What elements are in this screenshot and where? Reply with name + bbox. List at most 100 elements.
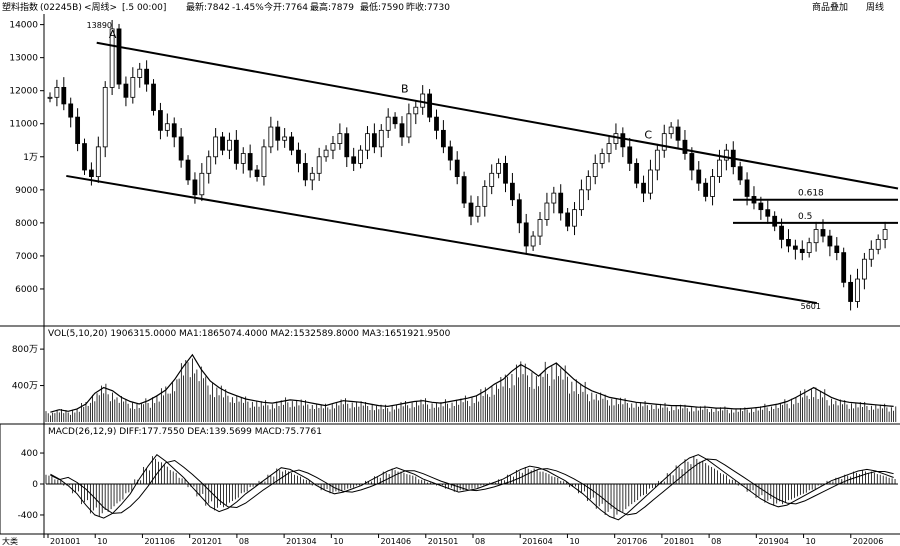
price-candle [206, 156, 212, 174]
price-candle [371, 133, 377, 148]
price-candle [95, 146, 101, 178]
price-candle [523, 222, 529, 247]
price-candle [289, 136, 294, 151]
price-candle [813, 229, 819, 244]
overlay-button[interactable]: 商品叠加 [812, 1, 848, 13]
price-candle [351, 156, 357, 164]
price-candle [572, 209, 577, 227]
price-candle [240, 153, 246, 164]
price-candle [579, 189, 584, 211]
price-candle [737, 166, 743, 181]
bottom-tick-label: 201406 [381, 537, 412, 546]
price-annotation: B [401, 82, 409, 95]
price-candle [634, 162, 640, 184]
price-candle [841, 252, 847, 283]
price-candle [137, 68, 143, 78]
price-candle [413, 106, 419, 115]
price-ytick-label: 1万 [23, 153, 38, 163]
price-candle [648, 169, 653, 194]
price-candle [834, 245, 840, 254]
price-candle [302, 162, 308, 181]
volume-title: VOL(5,10,20) 1906315.0000 MA1:1865074.40… [48, 329, 451, 339]
price-candle [116, 28, 122, 85]
price-candle [144, 68, 150, 85]
fib-level-label: 0.618 [798, 189, 824, 199]
macd-title: MACD(26,12,9) DIFF:177.7550 DEA:139.5699… [48, 427, 322, 437]
price-candle [296, 149, 301, 164]
macd-ytick-label: 0 [32, 480, 38, 490]
price-candle [261, 146, 267, 178]
price-candle [365, 133, 370, 151]
header-open: 今开:7764 [264, 1, 308, 13]
bottom-tick-label: 10 [333, 537, 343, 546]
price-candle [406, 113, 412, 138]
price-candle [827, 235, 833, 247]
price-candle [689, 153, 695, 171]
bottom-tick-label: 201106 [144, 537, 175, 546]
price-candle [696, 169, 702, 184]
price-candle [496, 162, 502, 174]
price-candle [89, 169, 94, 178]
price-candle [661, 133, 667, 151]
price-candle [799, 248, 805, 254]
price-candle [130, 77, 136, 98]
price-candle [461, 176, 467, 204]
price-candle [530, 235, 536, 247]
price-candle [606, 143, 612, 154]
price-candle [820, 229, 826, 237]
price-candle [213, 136, 219, 158]
price-candle [516, 199, 522, 224]
bottom-tick-label: 202006 [853, 537, 884, 546]
period-button[interactable]: 周线 [866, 1, 884, 13]
price-candle [316, 156, 322, 174]
price-candle [868, 248, 874, 260]
price-candle [158, 110, 163, 131]
price-candle [440, 129, 446, 148]
price-candle [848, 281, 853, 302]
price-candle [765, 209, 771, 217]
bottom-tick-label: 201001 [50, 537, 81, 546]
trendline [96, 41, 899, 190]
price-candle [592, 162, 598, 178]
price-annotation: C [644, 129, 652, 142]
price-candle [233, 139, 239, 164]
price-candle [682, 139, 688, 154]
price-candle [199, 172, 205, 196]
price-ytick-label: 11000 [9, 120, 38, 130]
trendline [66, 174, 818, 305]
price-candle [109, 28, 115, 88]
header-time: [.5 00:00] [122, 3, 166, 13]
header-title: 塑料指数 [2, 1, 38, 13]
price-candle [779, 225, 784, 240]
price-ytick-label: 13000 [9, 54, 38, 64]
price-candle [323, 149, 329, 158]
bottom-tick-label: 201801 [664, 537, 695, 546]
macd-diff-line [50, 454, 894, 521]
price-candle [482, 186, 488, 207]
price-candle [47, 96, 53, 99]
price-candle [420, 93, 426, 108]
bottom-tick-label: 201904 [758, 537, 789, 546]
price-candle [537, 219, 543, 237]
price-candle [330, 143, 336, 151]
header-high: 最高:7879 [310, 1, 354, 13]
price-candle [344, 133, 350, 158]
price-candle [378, 129, 384, 148]
bottom-tick-label: 10 [97, 537, 107, 546]
price-candle [710, 176, 715, 197]
bottom-tick-label: 201706 [617, 537, 648, 546]
price-candle [558, 192, 564, 214]
price-candle [585, 176, 591, 191]
price-candle [717, 159, 722, 178]
header-info: 塑料指数 (02245B) <周线> [.5 00:00] 最新:7842 -1… [2, 1, 450, 13]
bottom-tick-label: 201201 [192, 537, 223, 546]
volume-ytick-label: 800万 [12, 345, 38, 355]
price-candle [392, 116, 398, 125]
price-candle [792, 245, 798, 250]
price-candle [309, 172, 315, 181]
price-candle [475, 205, 481, 217]
macd-dea-line [50, 458, 894, 516]
price-candle [668, 126, 674, 135]
price-candle [164, 123, 170, 131]
